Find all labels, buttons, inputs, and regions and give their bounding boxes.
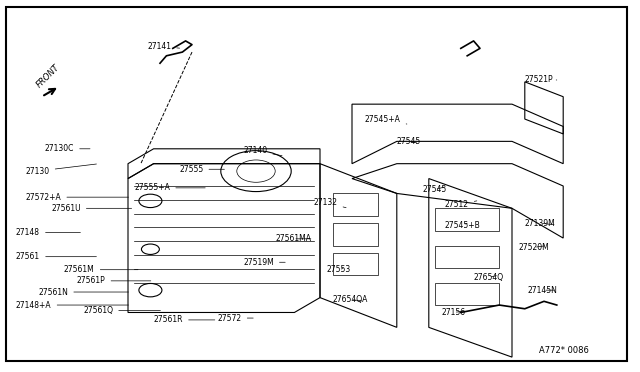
- Text: 27130C: 27130C: [45, 144, 90, 153]
- Text: 27545+B: 27545+B: [445, 221, 481, 230]
- Text: 27561Q: 27561Q: [83, 306, 161, 315]
- Text: 27520M: 27520M: [518, 243, 549, 252]
- Text: 27156: 27156: [442, 308, 466, 317]
- Text: 27561R: 27561R: [154, 315, 215, 324]
- Text: 27555: 27555: [179, 165, 225, 174]
- Text: 27141: 27141: [147, 42, 180, 51]
- Text: A772* 0086: A772* 0086: [539, 346, 589, 355]
- Bar: [435, 208, 499, 231]
- Text: 27654QA: 27654QA: [333, 295, 368, 304]
- Text: 27553: 27553: [326, 265, 351, 274]
- Text: 27555+A: 27555+A: [134, 183, 205, 192]
- Text: 27561M: 27561M: [64, 265, 138, 274]
- Text: 27545: 27545: [397, 137, 421, 146]
- Text: 27545+A: 27545+A: [365, 115, 407, 124]
- Text: 27130: 27130: [26, 164, 97, 176]
- Bar: [333, 223, 378, 246]
- Text: 27561N: 27561N: [38, 288, 129, 296]
- Text: 27140: 27140: [243, 146, 282, 156]
- Bar: [435, 283, 499, 305]
- Text: 27561MA: 27561MA: [275, 234, 311, 243]
- Text: 27654Q: 27654Q: [474, 273, 504, 282]
- Text: 27519M: 27519M: [243, 258, 285, 267]
- Text: 27148+A: 27148+A: [16, 301, 129, 310]
- Bar: [333, 253, 378, 275]
- Text: FRONT: FRONT: [35, 62, 62, 89]
- Text: 27572: 27572: [218, 314, 253, 323]
- Text: 27139M: 27139M: [525, 219, 556, 228]
- Text: 27545: 27545: [422, 185, 447, 194]
- Text: 27572+A: 27572+A: [26, 193, 129, 202]
- Bar: [333, 193, 378, 216]
- Text: 27561: 27561: [16, 252, 97, 261]
- Bar: [435, 246, 499, 268]
- Text: 27561U: 27561U: [51, 204, 132, 213]
- Text: 27521P: 27521P: [525, 76, 557, 84]
- Text: 27561P: 27561P: [77, 276, 151, 285]
- Text: 27148: 27148: [16, 228, 81, 237]
- Text: 27132: 27132: [314, 198, 346, 208]
- Text: 27145N: 27145N: [528, 286, 558, 295]
- Text: 27512: 27512: [445, 200, 477, 209]
